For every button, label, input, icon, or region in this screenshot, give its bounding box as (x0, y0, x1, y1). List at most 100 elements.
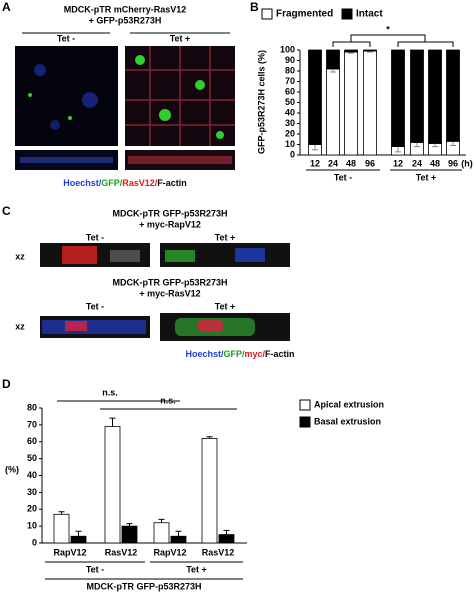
x-tick-label: 96 (365, 158, 375, 168)
error-bar (175, 530, 182, 537)
panel-title: + myc-RasV12 (139, 288, 200, 298)
panel-title: + GFP-p53R273H (89, 15, 162, 25)
significance: * (386, 24, 390, 34)
axis-label: xz (15, 251, 25, 261)
y-tick-label: 60 (285, 86, 295, 96)
legend-swatch (299, 399, 311, 411)
cell (198, 320, 223, 332)
bar (170, 535, 187, 544)
x-tick-label: RasV12 (105, 547, 138, 557)
significance: n.s. (102, 387, 118, 397)
y-tick-label: 40 (27, 470, 37, 480)
bar (201, 437, 218, 544)
caption-part: myc/ (245, 349, 266, 359)
panel-label: D (2, 377, 11, 391)
legend-label: Fragmented (276, 9, 333, 20)
legend-swatch (299, 416, 311, 428)
x-tick-label: RasV12 (202, 547, 235, 557)
legend-label: Intact (356, 9, 383, 20)
group-label: Tet + (416, 172, 437, 182)
caption-part: F-actin (265, 349, 295, 359)
y-tick-label: 80 (285, 65, 295, 75)
cell (216, 131, 224, 139)
bar (70, 535, 87, 544)
x-unit: (h) (461, 158, 473, 168)
group-label: Tet - (334, 172, 352, 182)
bar-segment (326, 49, 340, 70)
y-tick-label: 30 (27, 487, 37, 497)
bar (153, 522, 170, 544)
bar-segment (363, 50, 377, 156)
y-tick-label: 50 (27, 453, 37, 463)
panel-title: + myc-RapV12 (139, 219, 201, 229)
cell (28, 93, 32, 97)
cell-layer (20, 157, 113, 163)
error-bar (75, 530, 82, 537)
significance: n.s. (160, 395, 176, 405)
cell (50, 120, 60, 130)
panel-label: C (2, 204, 11, 218)
caption-part: RasV12/ (122, 178, 158, 188)
panel-title: MDCK-pTR mCherry-RasV12 (64, 4, 187, 14)
error-bar (158, 518, 165, 523)
legend-swatch (341, 8, 353, 20)
cell (68, 116, 72, 120)
x-tick-label: 48 (346, 158, 356, 168)
y-tick-label: 90 (285, 55, 295, 65)
panel-label: B (250, 0, 259, 14)
x-tick-label: RapV12 (153, 547, 186, 557)
y-tick-label: 0 (32, 537, 37, 547)
significance-bracket (57, 400, 237, 410)
bar (53, 513, 70, 544)
bar (121, 525, 138, 544)
y-tick-label: 30 (285, 118, 295, 128)
caption-part: Hoechst/ (185, 349, 224, 359)
x-tick-label: 96 (448, 158, 458, 168)
bar-segment (391, 49, 405, 147)
cell-borders (125, 46, 235, 146)
y-tick-label: 60 (27, 436, 37, 446)
cell (82, 92, 98, 108)
x-tick-label: 12 (393, 158, 403, 168)
y-tick-label: 10 (27, 521, 37, 531)
panel-title: MDCK-pTR GFP-p53R273H (112, 208, 227, 218)
cell (235, 248, 265, 262)
bar (104, 426, 121, 544)
cell (159, 109, 171, 121)
cell (62, 246, 97, 264)
bar-segment (344, 51, 358, 156)
panel-title: MDCK-pTR GFP-p53R273H (112, 277, 227, 287)
y-axis-label: (%) (5, 464, 19, 474)
error-bar (206, 436, 213, 439)
y-tick-label: 70 (285, 76, 295, 86)
image-label: Tet + (170, 33, 191, 43)
y-tick-label: 70 (27, 419, 37, 429)
y-tick-label: 50 (285, 97, 295, 107)
y-tick-label: 20 (27, 504, 37, 514)
caption: Hoechst/GFP/RasV12/F-actin (63, 178, 187, 188)
axis-label: xz (15, 321, 25, 331)
caption-part: Hoechst/ (63, 178, 102, 188)
bar-segment (446, 49, 460, 142)
image-label: Tet + (215, 232, 236, 242)
cell (110, 250, 140, 262)
cell (135, 55, 145, 65)
significance-bracket (332, 34, 454, 47)
y-tick-label: 80 (27, 402, 37, 412)
group-label: Tet - (86, 564, 104, 574)
legend-label: Basal extrusion (314, 416, 381, 426)
error-bar (58, 511, 65, 515)
bar-segment (363, 49, 377, 52)
x-axis-label: MDCK-pTR GFP-p53R273H (86, 581, 201, 591)
x-tick-label: 12 (310, 158, 320, 168)
cell (165, 250, 195, 262)
image-label: Tet - (86, 232, 104, 242)
image-label: Tet - (57, 33, 75, 43)
image-label: Tet - (86, 301, 104, 311)
bar-segment (410, 49, 424, 143)
bar-segment (344, 49, 358, 53)
panel-label: A (2, 0, 11, 14)
y-tick-label: 0 (290, 149, 295, 159)
legend-label: Apical extrusion (314, 399, 384, 409)
